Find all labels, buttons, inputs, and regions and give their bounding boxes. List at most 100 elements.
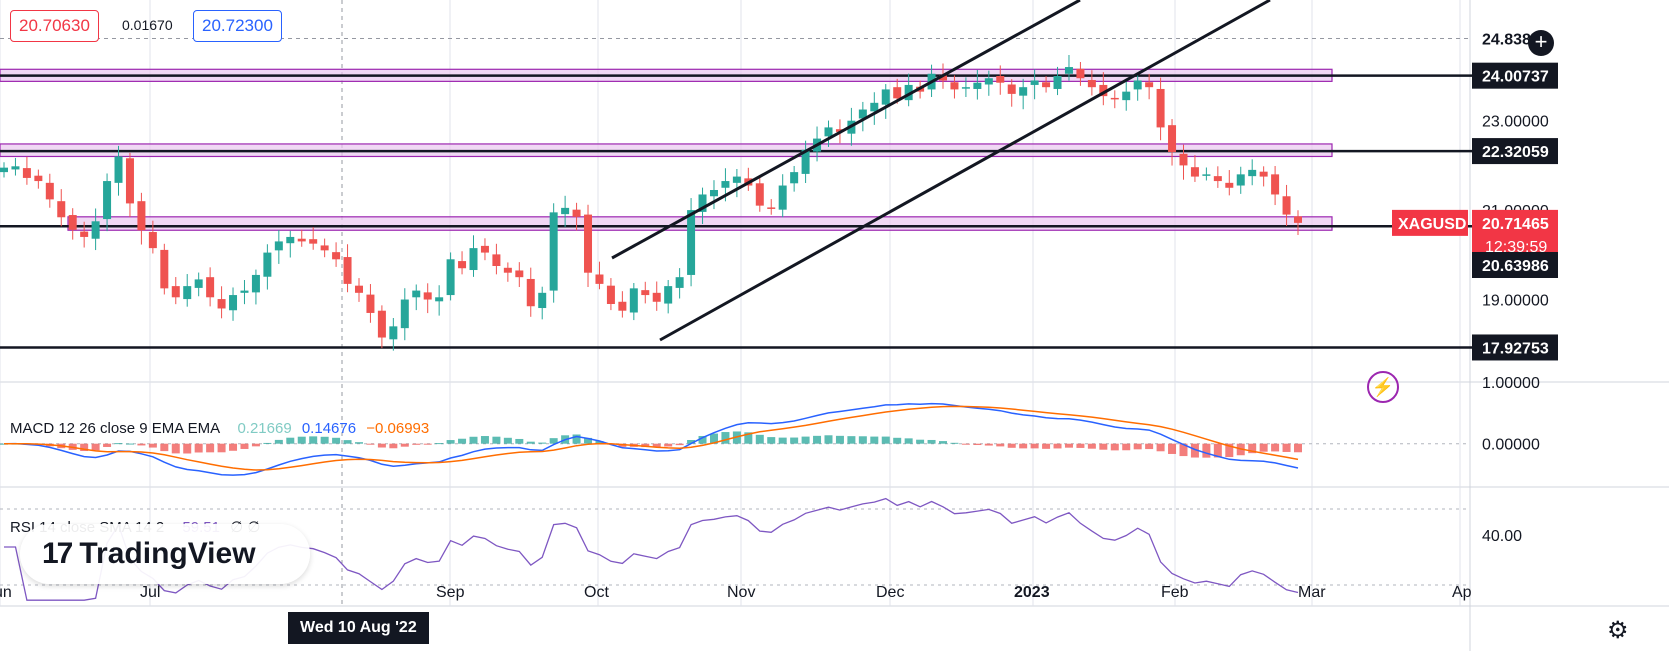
macd-histogram-bar [1133,443,1142,450]
candle-body [1213,176,1222,182]
macd-histogram-bar [1294,443,1302,453]
candle-body [1225,182,1234,188]
macd-histogram-bar [824,435,833,444]
macd-histogram-bar [1007,443,1016,448]
candle-body [377,310,386,338]
spread-value: 0.01670 [122,17,173,33]
time-axis-label: 2023 [1014,584,1050,601]
candle-body [251,274,260,293]
crosshair-date-tag: Wed 10 Aug '22 [288,612,429,644]
candle-body [34,175,43,182]
candle-body [240,290,249,293]
channel-line-lower [659,0,1271,342]
candle-body [584,214,593,273]
candle-body [400,299,409,329]
macd-histogram-bar [595,441,604,444]
candle-body [274,241,283,251]
time-axis-label: Mar [1298,584,1326,601]
macd-histogram-bar [480,436,489,444]
macd-histogram-bar [114,443,123,445]
candle-body [114,156,123,183]
macd-histogram-bar [423,443,432,445]
candle-body [217,299,226,309]
macd-histogram-bar [916,439,925,444]
candle-body [1248,169,1257,177]
candle-body [503,267,512,273]
macd-histogram-bar [91,443,100,451]
macd-histogram-bar [194,443,203,453]
macd-histogram-bar [183,443,192,454]
macd-histogram-bar [526,441,535,444]
macd-histogram-bar [904,438,913,444]
candle-body [893,87,902,99]
macd-histogram-bar [1179,443,1188,457]
candle-body [57,201,66,218]
macd-histogram-bar [377,443,386,448]
tradingview-logo[interactable]: 17 TradingView [20,524,310,584]
lightning-icon[interactable]: ⚡ [1367,371,1399,403]
candle-body [435,297,444,302]
gear-icon[interactable]: ⚙ [1607,617,1629,644]
price-tag-support-1-bg [1472,252,1558,278]
macd-histogram-bar [698,435,707,444]
macd-histogram-bar [309,436,318,444]
candle-body [0,167,8,173]
candle-body [1064,67,1073,74]
macd-histogram-bar [1190,443,1199,458]
candle-body [652,292,661,302]
macd-histogram-bar [961,443,970,445]
time-axis-label: Ap [1452,584,1472,601]
macd-histogram-bar [1076,443,1085,448]
macd-histogram-bar [1110,443,1119,451]
macd-histogram-bar [286,437,295,444]
macd-histogram-bar [709,433,718,444]
candle-body [229,295,238,311]
time-axis-label: Dec [876,584,904,601]
macd-histogram-bar [320,436,329,444]
macd-histogram-bar [171,443,180,454]
macd-histogram-bar [1225,443,1234,458]
macd-histogram-bar [1087,443,1096,449]
buy-price-button[interactable]: 20.72300 [193,10,282,42]
candle-body [950,82,959,90]
candle-body [801,149,810,174]
macd-histogram-bar [80,443,89,452]
macd-histogram-bar [847,436,856,444]
macd-histogram-bar [687,440,696,444]
macd-histogram-bar [858,436,867,444]
macd-legend: MACD 12 26 close 9 EMA EMA 0.21669 0.146… [10,420,429,437]
candle-body [939,75,948,81]
candle-body [996,76,1005,83]
candle-body [183,286,192,300]
candle-body [320,245,329,251]
candle-body [1202,174,1211,176]
macd-histogram-bar [893,437,902,444]
macd-histogram-bar [744,432,753,444]
candle-body [561,207,570,215]
countdown-value: 12:39:59 [1485,239,1547,256]
macd-histogram-bar [1122,443,1131,451]
plus-circle-icon[interactable]: + [1528,30,1554,56]
price-tag-resistance-1: 24.00737 [1482,69,1549,86]
candle-body [835,129,844,132]
candle-body [1110,97,1119,100]
macd-histogram-bar [870,436,879,444]
candle-body [389,326,398,340]
macd-histogram-bar [389,443,398,449]
candle-body [194,279,203,288]
candle-body [423,292,432,300]
macd-histogram-bar [469,436,478,444]
price-tag-resistance-2-bg [1472,138,1558,165]
sell-price-button[interactable]: 20.70630 [10,10,99,42]
symbol-tag: XAGUSD [1398,216,1466,233]
macd-histogram-bar [1145,443,1154,450]
candle-body [1168,125,1177,152]
macd-histogram-bar [984,443,993,446]
macd-histogram-bar [263,442,272,444]
candle-body [790,172,799,184]
macd-histogram-bar [160,443,169,452]
candle-body [263,252,272,277]
candle-body [1019,87,1028,96]
candle-body [1007,84,1016,94]
macd-histogram-bar [927,439,936,444]
